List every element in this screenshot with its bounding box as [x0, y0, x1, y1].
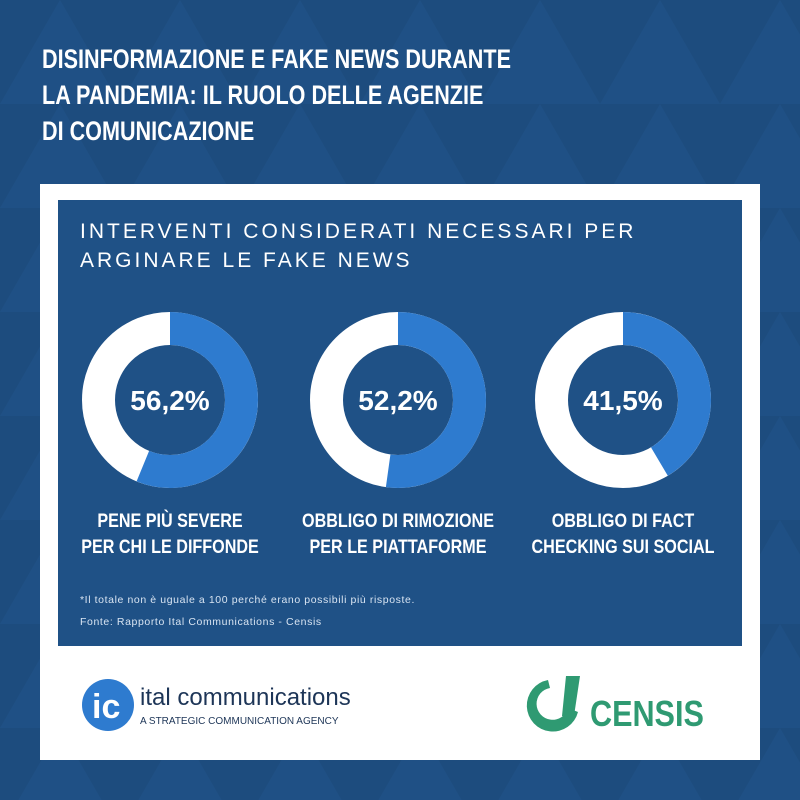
value-label: 41,5% [583, 385, 662, 416]
page-title: DISINFORMAZIONE E FAKE NEWS DURANTE LA PA… [42, 45, 511, 147]
censis-logo: CENSIS [526, 676, 704, 735]
censis-name: CENSIS [590, 695, 704, 735]
category-group: PENE PIÙ SEVERE PER CHI LE DIFFONDE [81, 509, 259, 558]
chart-panel [58, 200, 742, 646]
svg-text:ic: ic [92, 688, 120, 726]
donut-arc [622, 312, 711, 476]
ital-tagline: A STRATEGIC COMMUNICATION AGENCY [140, 716, 339, 727]
category-label: PENE PIÙ SEVERE PER CHI LE DIFFONDE [81, 509, 259, 558]
category-group: OBBLIGO DI RIMOZIONE PER LE PIATTAFORME [302, 510, 494, 558]
donut-arc [136, 312, 258, 488]
value-label: 52,2% [358, 385, 437, 416]
source: Fonte: Rapporto Ital Communications - Ce… [80, 616, 322, 628]
chart-title: INTERVENTI CONSIDERATI NECESSARI PER ARGI… [80, 220, 636, 272]
category-label: OBBLIGO DI RIMOZIONE PER LE PIATTAFORME [302, 510, 494, 558]
footnote: *Il totale non è uguale a 100 perché era… [80, 594, 415, 606]
category-label: OBBLIGO DI FACT CHECKING SUI SOCIAL [532, 510, 715, 558]
ital-name: ital communications [140, 684, 351, 711]
ital-logo: ic ital communications A STRATEGIC COMMU… [82, 679, 351, 731]
donut-arc [385, 312, 486, 488]
value-label: 56,2% [130, 385, 209, 416]
category-group: OBBLIGO DI FACT CHECKING SUI SOCIAL [532, 510, 715, 558]
